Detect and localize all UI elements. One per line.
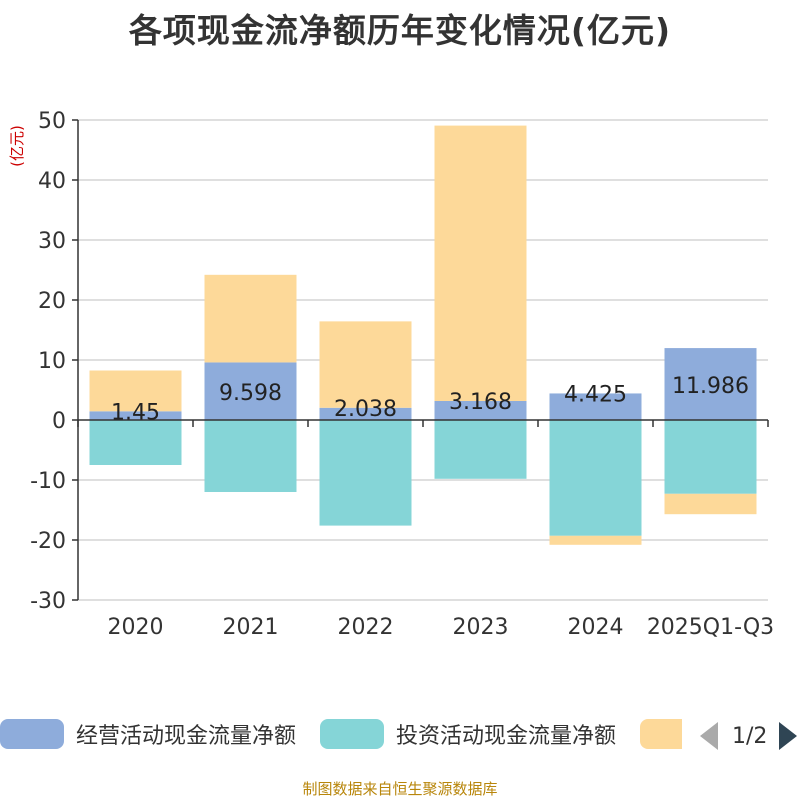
bar-3-2020 [89,370,182,412]
data-label: 2.038 [334,397,397,422]
data-label: 3.168 [449,390,512,415]
bar-2-2023 [434,420,527,479]
data-source: 制图数据来自恒生聚源数据库 [302,780,498,798]
prev-page-icon[interactable] [700,722,718,750]
bar-1-2022 [319,407,412,420]
chart-title: 各项现金流净额历年变化情况(亿元) [128,11,672,50]
data-label: 4.425 [564,382,627,407]
legend-item-investing[interactable]: 投资活动现金流量净额 [320,714,616,754]
bar-1-2020 [89,411,182,420]
bar-chart: 50 40 30 20 10 0 -10 -20 -30 2020 2021 2022 2023 2024… [8,109,774,640]
next-page-icon[interactable] [779,722,798,750]
x-tick-label: 2020 [108,615,164,640]
bar-2-2024 [549,420,642,536]
bar-3-2024 [549,535,642,545]
y-tick-label: -10 [30,469,66,494]
legend-label-operating: 经营活动现金流量净额 [76,724,297,749]
bar-3-2025Q1-Q3 [664,493,757,515]
y-tick-label: 30 [38,229,66,254]
legend-page-indicator: 1/2 [732,723,768,749]
x-tick-label: 2023 [453,615,509,640]
x-tick-label: 2024 [568,615,624,640]
data-label: 1.45 [111,400,160,425]
grid-lines [78,119,768,601]
legend-swatch-third [640,719,682,749]
bar-2-2021 [204,420,297,492]
bar-2-2025Q1-Q3 [664,420,757,494]
data-labels: 1.45 9.598 2.038 3.168 4.425 11.986 [111,374,749,425]
bar-2-2020 [89,420,182,465]
bar-3-2021 [204,274,297,363]
bar-2-2022 [319,420,412,526]
axes: 50 40 30 20 10 0 -10 -20 -30 2020 2021 2022 2023 2024… [30,109,774,640]
y-tick-label: -30 [30,589,66,614]
legend: 经营活动现金流量净额 投资活动现金流量净额 1/2 [0,714,800,758]
bar-1-2024 [549,393,642,420]
bars [89,125,757,545]
x-tick-label: 2021 [223,615,279,640]
legend-pager: 1/2 [700,718,798,754]
y-tick-label: -20 [30,529,66,554]
y-axis-label: (亿元) [8,125,26,167]
x-tick-label: 2022 [338,615,394,640]
data-label: 9.598 [219,381,282,406]
bar-1-2025Q1-Q3 [664,348,757,420]
bar-3-2023 [434,125,527,401]
legend-item-operating[interactable]: 经营活动现金流量净额 [0,714,296,754]
y-tick-label: 20 [38,289,66,314]
bar-3-2022 [319,321,412,408]
legend-label-investing: 投资活动现金流量净额 [396,724,617,749]
data-label: 11.986 [672,374,749,399]
y-tick-label: 10 [38,349,66,374]
bar-1-2021 [204,362,297,420]
bar-1-2023 [434,400,527,420]
y-tick-label: 0 [52,409,66,434]
x-tick-label: 2025Q1-Q3 [647,615,774,640]
legend-swatch-operating [0,719,64,749]
y-tick-label: 40 [38,169,66,194]
legend-item-third[interactable] [640,714,694,754]
legend-swatch-investing [320,719,384,749]
y-tick-label: 50 [38,109,66,134]
